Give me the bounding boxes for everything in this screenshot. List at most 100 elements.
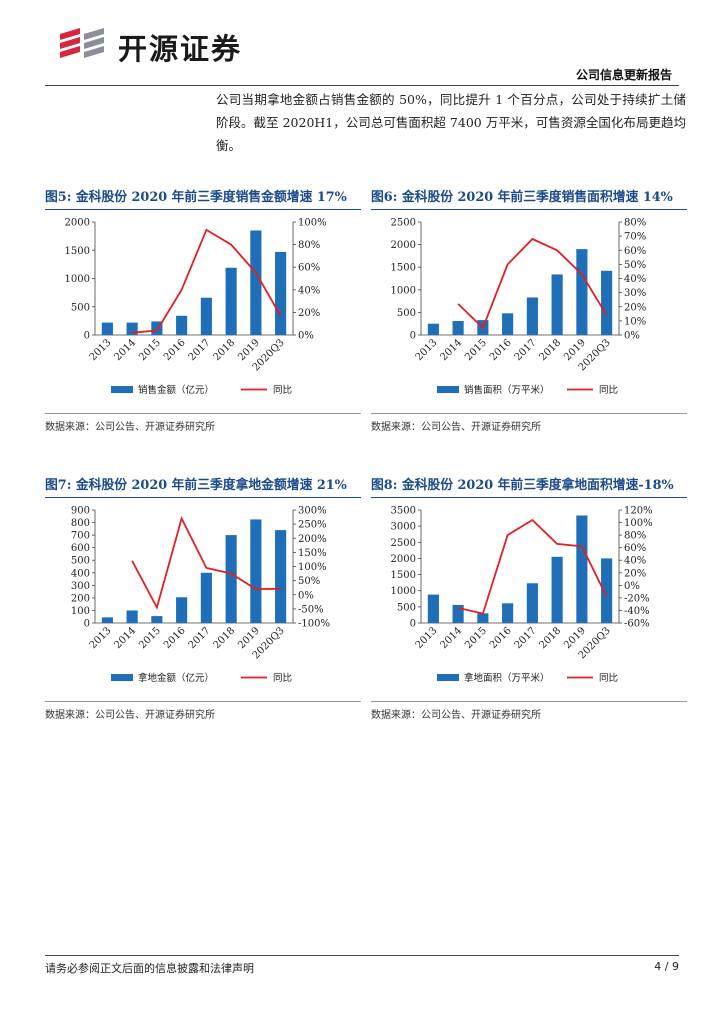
report-type: 公司信息更新报告 [575,68,672,82]
chart-6-bar [526,297,538,335]
chart-5-x-tick-label: 2014 [112,337,138,363]
chart-8-bar [452,604,464,623]
chart-6-bar [601,270,613,335]
chart-6-bar [551,274,563,335]
chart-5-y2-tick-label: 20% [298,308,320,319]
chart-6-y-tick-label: 1500 [391,263,416,274]
page-number: 4 / 9 [654,960,679,973]
chart-5-y2-tick-label: 100% [298,218,327,229]
chart-7-y-tick-label: 100 [71,606,90,617]
chart-5-y2-tick-label: 0% [298,331,314,342]
chart-8-x-tick-label: 2018 [537,625,563,651]
chart-8-y2-tick-label: -40% [624,606,650,617]
chart-7-y-tick-label: 600 [71,543,90,554]
chart-5-y-tick-label: 2000 [65,218,90,229]
chart-5-y-tick-label: 0 [84,331,90,342]
chart-6-y2-tick-label: 10% [624,316,646,327]
chart-7-y-tick-label: 900 [71,506,90,517]
chart-5-bar [200,297,212,335]
chart-6-y2-tick-label: 30% [624,288,646,299]
chart-6-y2-tick-label: 20% [624,302,646,313]
chart-7-x-tick-label: 2015 [137,625,163,651]
footer-disclaimer: 请务必参阅正文后面的信息披露和法律声明 [45,962,254,975]
figure-7-source: 数据来源：公司公告、开源证券研究所 [45,701,361,721]
chart-6-y-tick-label: 1000 [391,285,416,296]
chart-8-bar [576,515,588,623]
chart-7-y2-tick-label: 100% [298,562,327,573]
chart-8-y-tick-label: 3000 [391,522,416,533]
chart-5-legend-line-label: 同比 [273,384,292,396]
chart-5-y2-tick-label: 60% [298,263,320,274]
chart-5-bar [176,315,188,335]
chart-7-y2-tick-label: -50% [298,604,324,615]
chart-7-x-tick-label: 2013 [88,625,114,651]
chart-7-bar [151,616,163,623]
chart-5-x-tick-label: 2016 [162,337,188,363]
chart-8-legend-bar-label: 拿地面积（万平米） [464,672,550,684]
chart-5-legend-bar-label: 销售金额（亿元） [138,384,214,396]
figure-5-chart: 0 500 1000 1500 2000 0% 20% 40% 60% 80% 100% 2013 20… [45,210,363,406]
chart-6-legend-line-label: 同比 [599,384,618,396]
chart-7-bar [101,617,113,623]
chart-8-legend-bar-swatch [437,674,459,681]
chart-8-y-tick-label: 2000 [391,554,416,565]
chart-8-bar [502,603,514,623]
chart-8-x-tick-label: 2017 [513,625,539,651]
chart-6-x-tick-label: 2014 [438,337,464,363]
chart-7-bar [200,572,212,623]
chart-7-y-tick-label: 300 [71,581,90,592]
chart-8-yoy-line [457,518,608,615]
chart-6-x-tick-label: 2018 [537,337,563,363]
chart-6-y2-tick-label: 50% [624,260,646,271]
chart-7-bar [126,610,138,623]
chart-7-legend-line-label: 同比 [273,672,292,684]
chart-8-y2-tick-label: 120% [624,506,653,517]
chart-7-y2-tick-label: 150% [298,548,327,559]
chart-7-bar [250,519,262,623]
chart-6-y-tick-label: 500 [397,308,416,319]
chart-6-y-tick-label: 2500 [391,218,416,229]
chart-8-bar [477,613,489,623]
chart-8-y2-tick-label: 60% [624,543,646,554]
chart-8-y2-tick-label: 0% [624,581,640,592]
chart-7-y-tick-label: 200 [71,593,90,604]
chart-8-y2-tick-label: 20% [624,568,646,579]
chart-8-legend-line-label: 同比 [599,672,618,684]
chart-6-y-tick-label: 2000 [391,240,416,251]
chart-7-legend-bar-label: 拿地金额（亿元） [138,672,214,684]
chart-7-legend-bar-swatch [111,674,133,681]
chart-6-x-tick-label: 2017 [513,337,539,363]
chart-8-y-tick-label: 2500 [391,538,416,549]
chart-7-x-tick-label: 2018 [211,625,237,651]
chart-7-bar [275,530,287,623]
chart-8-y-tick-label: 0 [410,619,416,630]
figure-6-title: 图6: 金科股份 2020 年前三季度销售面积增速 14% [371,186,687,210]
chart-6-x-tick-label: 2015 [463,337,489,363]
chart-5-bar [151,321,163,335]
figure-7-title: 图7: 金科股份 2020 年前三季度拿地金额增速 21% [45,474,361,498]
chart-7-bar [176,597,188,623]
chart-8-bar [601,558,613,623]
chart-6-y-tick-label: 0 [410,331,416,342]
chart-5-bar [275,251,287,335]
chart-8-y-tick-label: 1000 [391,586,416,597]
figure-8-chart: 0 500 1000 1500 2000 2500 3000 3500 -60% -40% -20%… [371,498,689,694]
chart-6-y2-tick-label: 60% [624,246,646,257]
chart-8-y2-tick-label: -60% [624,619,650,630]
chart-8-y2-tick-label: 80% [624,531,646,542]
chart-5-y2-tick-label: 40% [298,285,320,296]
chart-8-bar [526,583,538,623]
chart-5-bar [250,230,262,335]
chart-7-y-tick-label: 400 [71,568,90,579]
figure-7-chart: 0 100 200 300 400 500 600 700 800 900 -100% -50% 0% 5… [45,498,363,694]
chart-8-y2-tick-label: 40% [624,556,646,567]
chart-6-bar [452,320,464,335]
chart-8-bar [551,556,563,623]
chart-6-bar [576,249,588,335]
chart-8-x-tick-label: 2015 [463,625,489,651]
chart-7-x-tick-label: 2014 [112,625,138,651]
chart-5-x-tick-label: 2015 [137,337,163,363]
figure-8-title: 图8: 金科股份 2020 年前三季度拿地面积增速-18% [371,474,687,498]
chart-5-y2-tick-label: 80% [298,240,320,251]
chart-7-y2-tick-label: 300% [298,506,327,517]
